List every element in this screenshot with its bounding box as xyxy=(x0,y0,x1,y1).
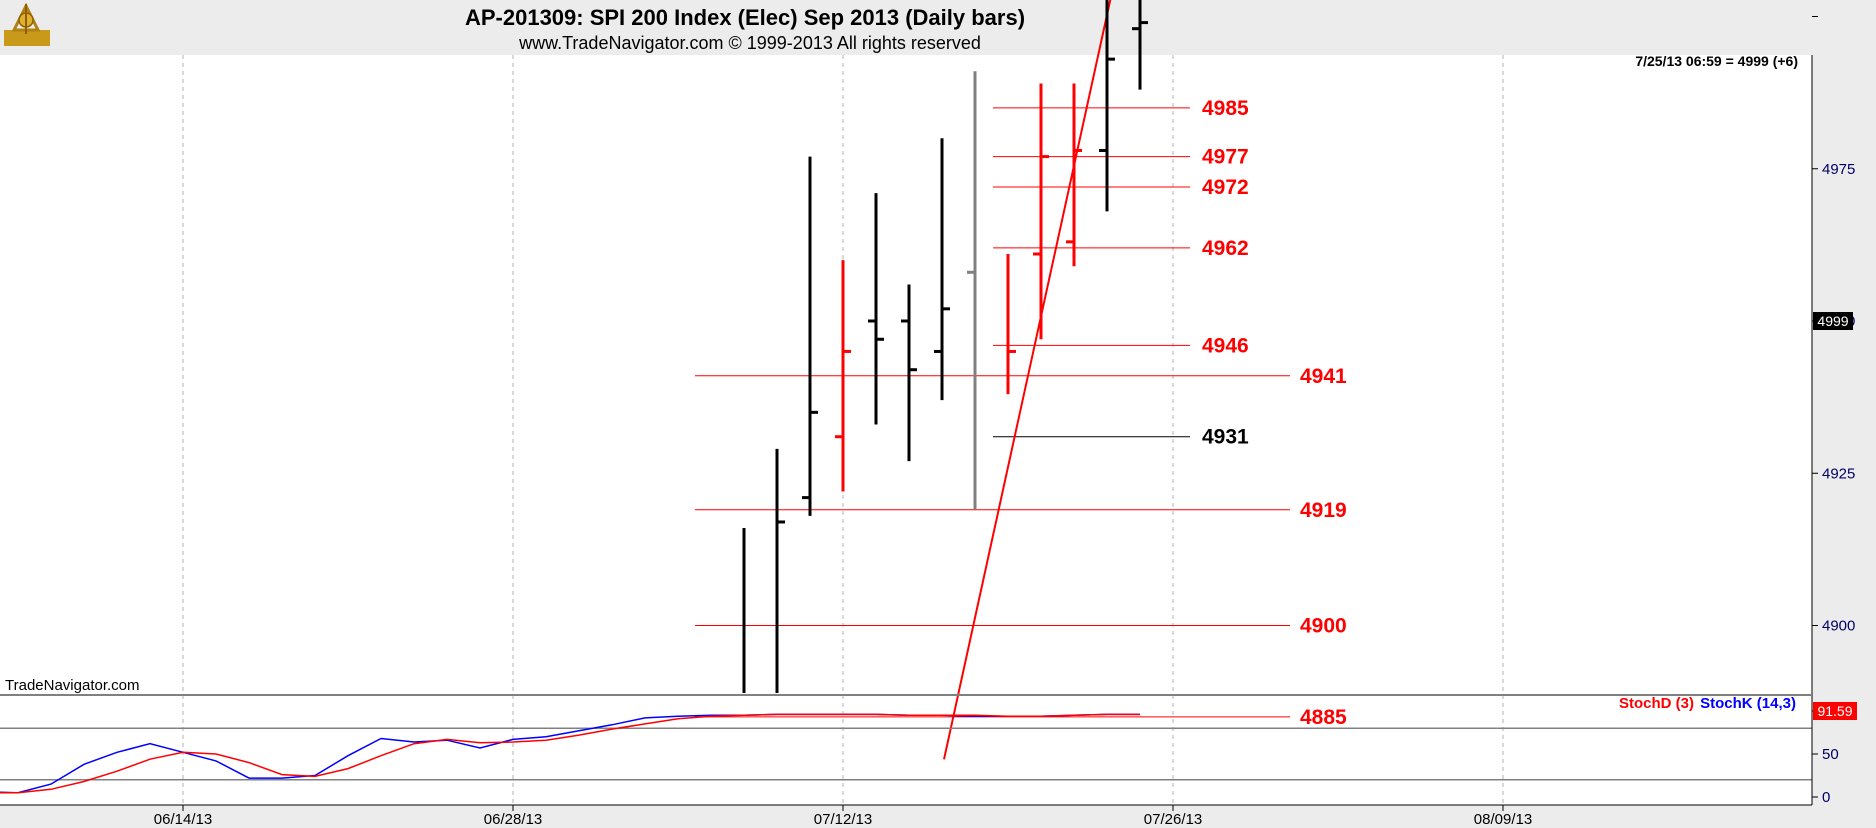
date-tick-label: 06/28/13 xyxy=(484,811,542,828)
price-tick-label: 4975 xyxy=(1822,161,1855,178)
svg-text:4999: 4999 xyxy=(1817,313,1848,329)
stoch-tick-label: 50 xyxy=(1822,746,1839,763)
price-bars xyxy=(742,0,1148,693)
price-panel[interactable] xyxy=(0,55,1812,695)
oscillator-panel[interactable] xyxy=(0,695,1812,805)
level-label: 4985 xyxy=(1202,97,1249,120)
stoch-d-legend: StochD (3) xyxy=(1619,695,1694,712)
stochastic-oscillator: 0 50 xyxy=(0,710,1839,806)
level-label: 4931 xyxy=(1202,426,1249,449)
date-tick-label: 06/14/13 xyxy=(154,811,212,828)
price-tick-label: 4925 xyxy=(1822,465,1855,482)
level-lines: 5077504850214985497749724962494649414931… xyxy=(695,97,1347,729)
watermark: TradeNavigator.com xyxy=(5,677,140,694)
stoch-k-legend: StochK (14,3) xyxy=(1700,695,1796,712)
date-tick-label: 08/09/13 xyxy=(1474,811,1532,828)
level-label: 4946 xyxy=(1202,334,1249,357)
svg-text:91.59: 91.59 xyxy=(1817,703,1852,719)
date-axis: 06/14/13 06/28/13 07/12/13 07/26/13 08/09/13 xyxy=(154,805,1532,828)
stoch-series-line xyxy=(0,713,1140,794)
stoch-tick-label: 0 xyxy=(1822,789,1830,806)
level-label: 4977 xyxy=(1202,146,1249,169)
date-tick-label: 07/26/13 xyxy=(1144,811,1202,828)
level-label: 4885 xyxy=(1300,706,1347,729)
last-quote-text: 7/25/13 06:59 = 4999 (+6) xyxy=(1635,53,1798,69)
level-label: 4941 xyxy=(1300,365,1347,388)
sextant-logo-icon xyxy=(4,2,50,46)
copyright-text: www.TradeNavigator.com © 1999-2013 All r… xyxy=(518,33,981,53)
level-label: 4900 xyxy=(1300,615,1347,638)
level-label: 4972 xyxy=(1202,176,1249,199)
grid xyxy=(182,55,1504,805)
level-label: 4962 xyxy=(1202,237,1249,260)
last-price-badge: 4999 xyxy=(1813,312,1853,330)
date-tick-label: 07/12/13 xyxy=(814,811,872,828)
price-tick-label: 4900 xyxy=(1822,618,1855,635)
chart-title: AP-201309: SPI 200 Index (Elec) Sep 2013… xyxy=(465,5,1025,30)
stoch-value-badge: 91.59 xyxy=(1813,702,1857,720)
level-label: 4919 xyxy=(1300,499,1347,522)
